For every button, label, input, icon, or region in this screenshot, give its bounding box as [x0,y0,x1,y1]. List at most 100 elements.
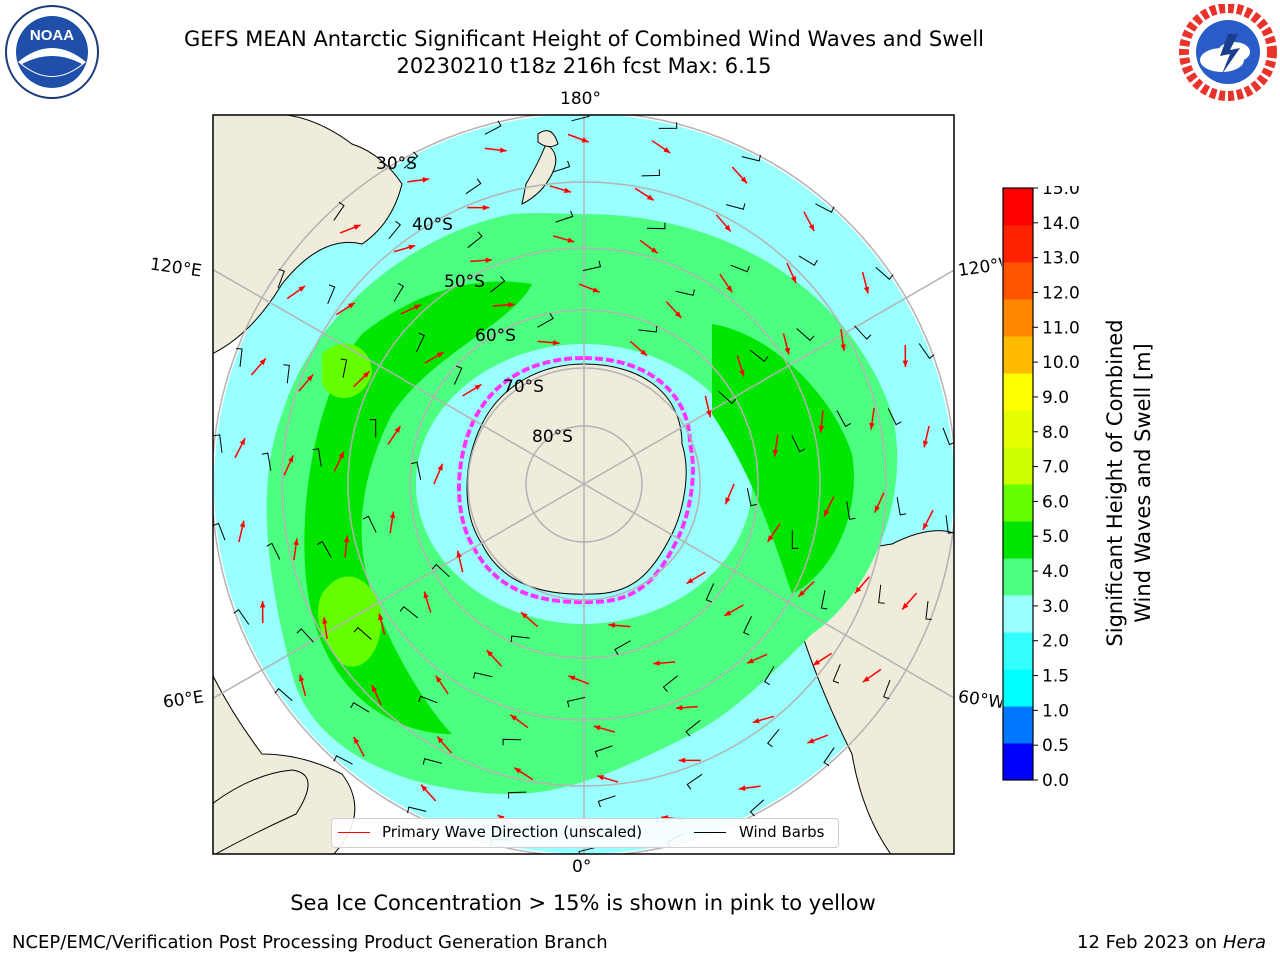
lat-label-30: 30°S [376,154,417,174]
wind-barb [236,348,243,367]
footer-branch: NCEP/EMC/Verification Post Processing Pr… [12,932,608,953]
wave-arrow-head [739,369,745,377]
colorbar-cell [1003,558,1033,596]
nws-logo [1179,4,1277,101]
wave-arrow-head [564,187,571,193]
wind-barb [399,605,419,619]
map-legend: Primary Wave Direction (unscaled) Wind B… [331,818,839,848]
wind-barb [578,846,597,854]
wave-arrow-head [862,676,870,683]
wave-arrow-head [724,224,731,232]
wave-arrow-head [650,247,658,254]
wind-barb [791,530,799,549]
wave-arrow-head [646,194,654,201]
wind-barb [333,755,353,765]
chart-title: GEFS MEAN Antarctic Significant Height o… [183,27,985,51]
wave-arrow-head [298,285,306,292]
wave-arrow-head [371,684,378,692]
wind-barb [465,178,482,195]
colorbar-cell [1003,225,1033,263]
wind-barb [411,461,422,480]
wind-barb [749,799,765,817]
wind-barb [718,390,737,405]
vector-field [213,115,954,854]
noaa-logo: NOAA [5,5,99,99]
wind-barb [925,601,932,620]
wind-barb [407,806,427,814]
lon-label-120e: 120°E [148,254,203,282]
wave-arrow-head [752,718,760,724]
wave-arrow-head [790,276,797,284]
lon-label-120w: 120°W [956,255,1004,281]
wave-arrow-head [486,650,494,657]
wind-barb [418,695,438,704]
wave-arrow-head [807,738,815,744]
wave-arrow-head [798,590,806,597]
wind-barb [388,220,402,240]
wave-arrow-head [922,440,929,448]
wave-arrow-head [784,347,790,355]
wave-arrow-head [767,535,774,542]
wind-barb [283,364,290,384]
wind-barb [393,282,405,302]
wave-arrow-head [608,622,616,629]
wind-barb [353,626,372,640]
wind-barb [823,747,835,767]
colorbar-cell [1003,669,1033,707]
wave-arrow-head [348,302,355,309]
wave-arrow-head [869,422,875,430]
wind-barb [662,675,678,692]
wind-barb [749,349,769,363]
map-frame [212,114,955,855]
wind-barb [316,540,332,558]
wave-arrow-head [840,344,846,351]
wave-arrow-head [408,244,416,250]
wave-arrow-head [772,449,779,457]
wave-arrow-head [422,177,430,183]
wind-barb [887,408,902,426]
colorbar-cell [1003,299,1033,337]
wind-barb [597,795,616,808]
lon-label-60e: 60°E [161,687,206,713]
wind-barb [266,542,281,560]
colorbar-tick-label: 6.0 [1042,492,1069,512]
wave-direction-swatch [338,832,370,833]
colorbar-cell [1003,743,1033,781]
colorbar-tick-label: 10.0 [1042,353,1080,373]
wave-arrow-head [740,176,748,184]
wind-barb [416,332,425,352]
colorbar-tick-label: 14.0 [1042,214,1080,234]
wind-barb [213,522,226,541]
wind-barb [646,222,666,230]
meridian-lines [213,115,954,854]
wind-barb [791,435,806,453]
lat-label-80: 80°S [532,427,573,447]
wind-barb [675,289,695,296]
wind-barb [896,497,907,516]
wave-arrow-head [378,613,384,621]
wind-barb [566,696,586,708]
wave-band-5m-north [322,343,372,398]
lat-label-50: 50°S [444,272,485,292]
wave-arrow-head [482,204,490,211]
wind-barb [277,268,285,289]
wave-band-4m-east [712,324,854,594]
lat-label-60: 60°S [475,326,516,346]
new-zealand-land [521,143,557,205]
wave-arrow-head [674,311,682,318]
colorbar-tick-label: 1.0 [1042,701,1069,721]
wind-barb [746,488,757,507]
wind-barb [312,448,322,467]
wind-barb [369,419,377,438]
wave-arrow-head [239,520,246,528]
colorbar-tick-label: 11.0 [1042,318,1080,338]
sea-ice-footnote: Sea Ice Concentration > 15% is shown in … [290,891,876,915]
wave-arrow-head [593,725,601,731]
wave-arrow-head [813,659,820,666]
colorbar: 0.0 0.5 1.0 1.5 2.0 3.0 4.0 5.0 6.0 7.0 8.0 9.0 10.0… [1002,186,1080,786]
wind-barb [340,358,348,378]
wave-arrow-head [706,410,712,418]
colorbar-tick-label: 7.0 [1042,458,1069,478]
colorbar-tick-label: 15.0 [1042,186,1080,199]
lat-label-70: 70°S [503,377,544,397]
